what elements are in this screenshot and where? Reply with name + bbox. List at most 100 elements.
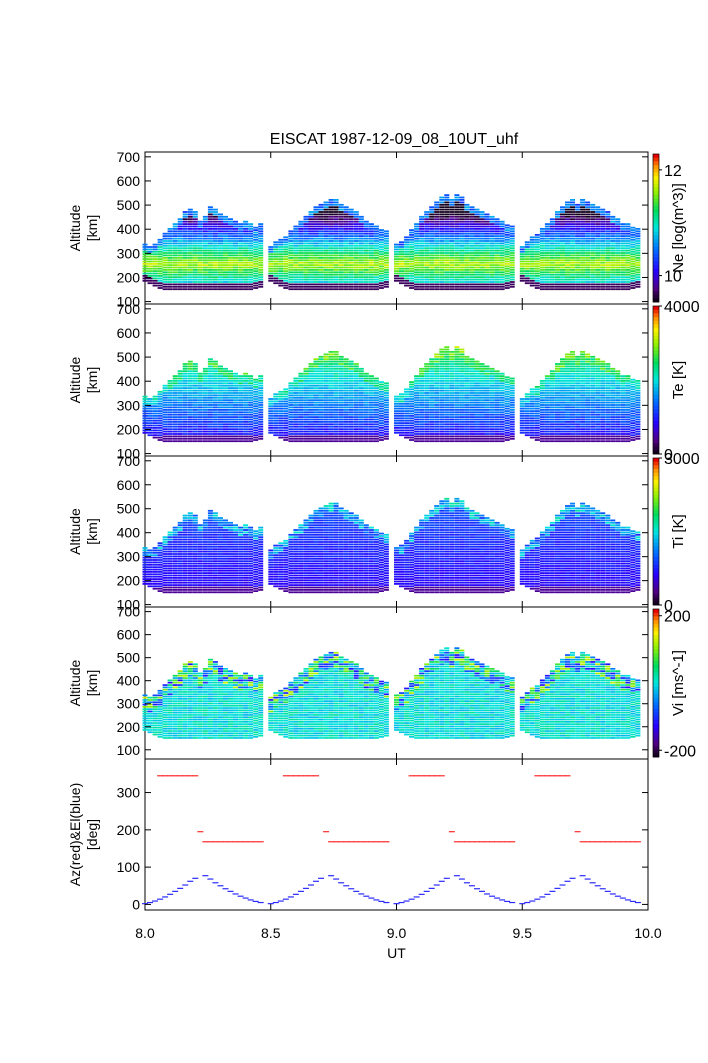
data-cell [549,235,555,237]
data-cell [223,428,228,431]
data-cell [253,388,259,391]
data-cell [268,265,274,268]
data-cell [323,425,329,428]
data-cell [358,389,364,392]
data-cell [243,377,249,380]
data-cell [207,254,213,257]
data-cell [283,258,289,260]
data-cell [464,384,470,387]
data-cell [187,372,193,375]
data-cell [308,285,314,288]
data-cell [373,273,379,276]
data-cell [454,283,460,286]
data-cell [313,365,319,368]
data-cell [368,423,374,426]
data-cell [303,433,309,435]
data-cell [363,271,369,274]
data-cell [399,398,404,400]
data-cell [625,264,631,266]
data-cell [253,405,259,408]
data-cell [595,213,601,216]
data-cell [223,440,228,443]
data-cell [187,240,193,242]
data-cell [258,387,264,389]
data-cell [152,246,158,248]
y-tick-label: 200 [117,269,141,285]
data-cell [580,252,586,254]
data-cell [378,415,384,417]
colorbar-segment [653,198,659,203]
data-cell [494,220,500,223]
data-cell [434,425,440,428]
data-cell [333,423,339,426]
data-cell [192,380,198,382]
data-cell [429,365,435,368]
data-cell [202,232,208,235]
data-cell [258,423,264,426]
data-cell [328,271,334,274]
data-cell [323,285,329,288]
data-cell [167,394,173,397]
data-cell [197,223,203,225]
data-cell [474,281,480,283]
data-cell [444,206,450,209]
data-cell [489,416,495,418]
data-cell [313,240,319,242]
data-cell [414,433,420,435]
data-cell [248,440,254,443]
data-cell [595,266,601,269]
data-cell [424,240,430,242]
data-cell [333,355,339,358]
data-cell [212,269,218,271]
data-cell [459,399,465,402]
data-cell [399,250,404,253]
data-cell [253,277,259,280]
data-cell [187,278,193,281]
data-cell [318,377,324,380]
data-cell [454,355,460,358]
data-cell [439,418,445,421]
data-cell [539,240,545,242]
data-cell [454,206,460,209]
data-cell [182,254,188,257]
data-cell [323,252,329,254]
data-cell [162,237,168,240]
data-cell [248,266,254,269]
data-cell [585,266,591,269]
data-cell [484,384,490,387]
data-cell [182,211,188,213]
data-cell [328,421,334,423]
data-cell [248,421,254,423]
data-cell [187,288,193,291]
data-cell [328,242,334,245]
data-cell [268,253,274,256]
data-cell [283,236,289,239]
data-cell [474,223,480,225]
data-cell [333,384,339,387]
data-cell [454,230,460,233]
data-cell [414,413,420,416]
data-cell [233,228,238,230]
data-cell [273,250,279,253]
data-cell [479,242,485,245]
data-cell [474,380,480,382]
data-cell [429,389,435,392]
data-cell [303,218,309,221]
data-cell [404,390,410,393]
data-cell [459,252,465,254]
data-cell [499,261,505,264]
data-cell [248,223,254,225]
data-cell [223,242,228,245]
data-cell [202,428,208,431]
data-cell [343,360,349,363]
data-cell [459,372,465,375]
data-cell [228,380,233,382]
data-cell [248,228,254,230]
data-cell [207,384,213,387]
data-cell [218,394,223,397]
data-cell [464,375,470,377]
data-cell [187,228,193,230]
data-cell [479,288,485,291]
data-cell [373,437,379,440]
data-cell [424,418,430,421]
